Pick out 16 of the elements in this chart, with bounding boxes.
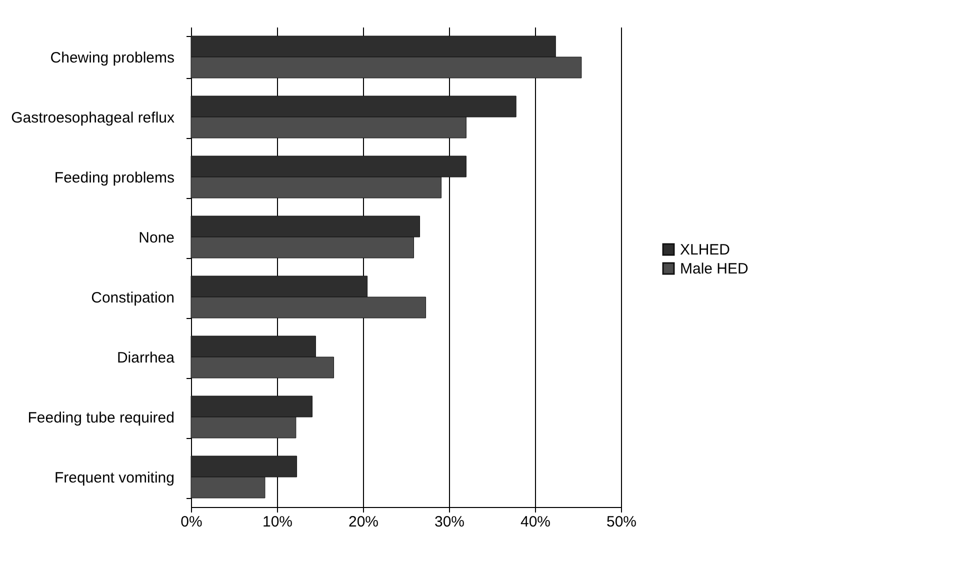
y-tick-label: Constipation [91, 290, 174, 306]
legend-label: Male HED [680, 260, 749, 278]
y-tick-label: Diarrhea [116, 350, 176, 366]
y-tick-label: None [138, 230, 174, 246]
x-tick-label: 40% [520, 514, 551, 530]
x-tick-label: 0% [180, 514, 202, 530]
y-tick-label: Feeding tube required [28, 410, 174, 426]
x-tick-label: 10% [262, 514, 293, 530]
y-tick-label: Gastroesophageal reflux [11, 110, 175, 126]
x-tick-label: 30% [434, 514, 465, 530]
x-tick-label: 50% [606, 514, 637, 530]
legend-label: XLHED [680, 242, 730, 258]
x-tick-label: 20% [348, 514, 379, 530]
y-tick-label: Feeding problems [54, 170, 174, 186]
y-tick-label: Chewing problems [50, 50, 174, 66]
y-tick-label: Frequent vomiting [54, 470, 174, 486]
